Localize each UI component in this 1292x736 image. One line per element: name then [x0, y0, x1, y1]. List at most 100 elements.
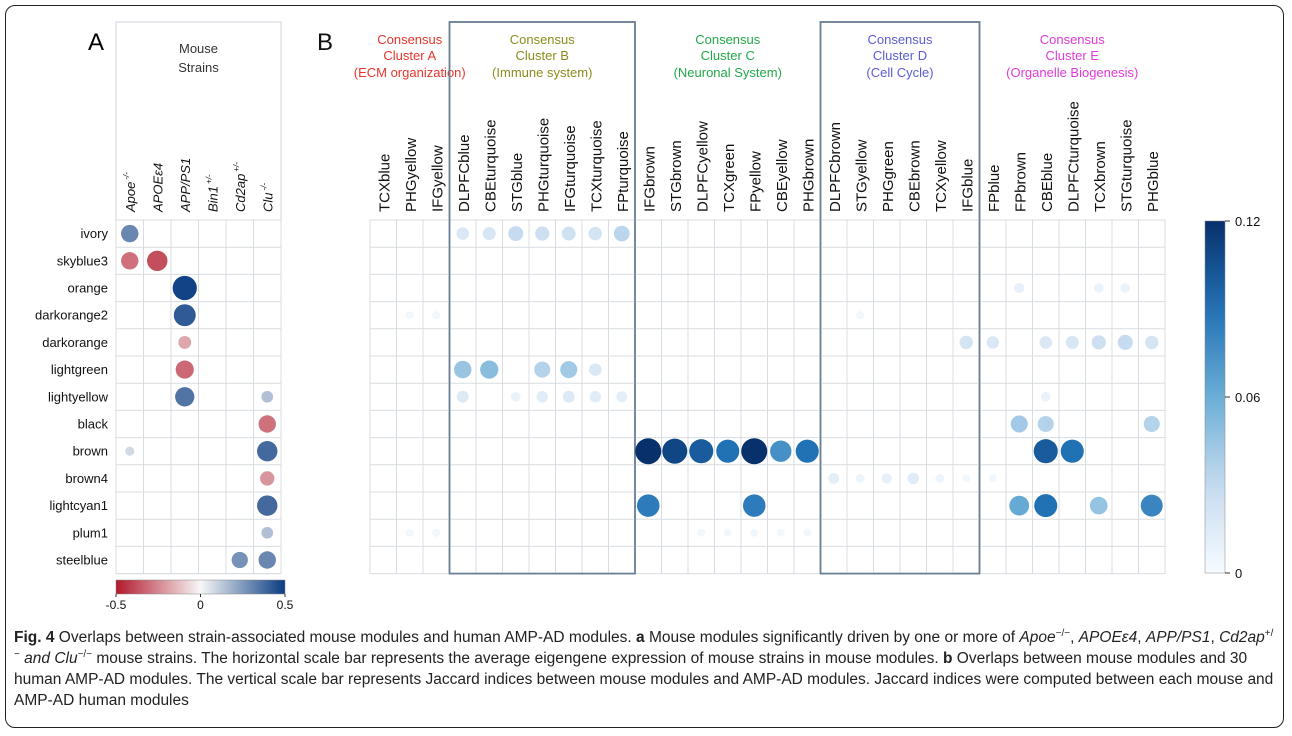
panel-b-dot	[1060, 439, 1084, 463]
panel-b-dot	[1089, 496, 1108, 515]
panel-b-column-label: IFGbrown	[641, 146, 658, 212]
panel-b-column-label: PHGgreen	[880, 141, 897, 212]
panel-b-dot	[1117, 334, 1133, 350]
panel-a-dot	[173, 304, 196, 327]
panel-b-dot	[480, 360, 499, 379]
panel-a-row-label: ivory	[81, 226, 109, 241]
cluster-box-outline	[448, 21, 636, 575]
panel-b-column-label: FPblue	[986, 164, 1003, 212]
panel-b-dot	[635, 438, 662, 465]
panel-b-column-label: TCXgreen	[721, 144, 738, 212]
panel-b-dot	[689, 439, 714, 464]
panel-b-column-label: FPturquoise	[615, 131, 632, 212]
caption-title: Overlaps between strain-associated mouse…	[54, 629, 637, 646]
panel-b-dot	[1143, 415, 1160, 433]
panel-a-row-label: black	[78, 417, 109, 432]
caption-sep: ,	[1210, 629, 1220, 646]
panel-b-dot	[535, 226, 550, 241]
panel-b-dot	[588, 226, 602, 241]
panel-b-dot	[1065, 335, 1079, 349]
panel-b-column-label: DLPFCbrown	[827, 122, 844, 212]
figure-caption: Fig. 4 Overlaps between strain-associate…	[14, 627, 1276, 711]
panel-b-dot	[1140, 494, 1163, 517]
panel-b-column-label: DLPFCblue	[456, 134, 473, 212]
panel-b-dot	[855, 473, 865, 483]
panel-a-row-label: lightyellow	[48, 389, 109, 404]
panel-a-dot	[172, 275, 197, 301]
panel-b-column-label: CBEblue	[1039, 153, 1056, 212]
cluster-title-line2: Cluster A	[383, 48, 436, 63]
panel-a-dot	[125, 446, 135, 456]
caption-gene-cd2ap-sup: +/−	[14, 627, 1274, 660]
caption-a-text1: Mouse modules significantly driven by on…	[644, 629, 1020, 646]
panel-a-dot	[231, 551, 248, 569]
panel-b-dot	[959, 335, 973, 350]
panel-b-dot	[432, 311, 441, 320]
panel-a-dot	[178, 335, 192, 349]
panel-a-row-label: skyblue3	[57, 253, 108, 268]
panel-b-dot	[935, 473, 945, 483]
panel-b-column-label: PHGturquoise	[535, 118, 552, 212]
cluster-box	[448, 21, 636, 575]
panel-a-dot	[121, 252, 139, 270]
cluster-title-line1: Consensus	[377, 32, 443, 47]
panel-b-scale-bar	[1204, 220, 1226, 574]
caption-fig-label: Fig. 4	[14, 629, 55, 646]
caption-b-label: b	[943, 650, 953, 667]
panel-b-dot	[750, 528, 759, 537]
panel-a-header-line1: Mouse	[179, 41, 218, 56]
panel-b-column-label: CBEyellow	[774, 139, 791, 212]
panel-a-dot	[261, 526, 274, 539]
cluster-title-line3: (Neuronal System)	[674, 65, 782, 80]
panel-a-scale-tick-label: -0.5	[106, 598, 127, 612]
panel-b-column-label: TCXbrown	[1092, 141, 1109, 212]
panel-b-label: B	[317, 29, 333, 56]
panel-a-row-label: brown	[73, 444, 108, 459]
panel-b-dot	[1014, 282, 1025, 294]
panel-b-column-label: PHGbrown	[800, 139, 817, 212]
panel-b-dot	[405, 528, 414, 537]
panel-a-column-label: APOEε4	[150, 163, 165, 213]
panel-b-column-label: STGblue	[509, 153, 526, 212]
panel-b-dot	[803, 528, 812, 537]
panel-a-column-label: APP/PS1	[178, 158, 193, 213]
panel-b-column-label: IFGyellow	[429, 145, 446, 212]
cluster-title-line3: (Immune system)	[492, 65, 592, 80]
panel-a-label: A	[88, 29, 104, 56]
panel-a-row-label: darkorange2	[35, 308, 108, 323]
panel-b-column-label: PHGblue	[1145, 151, 1162, 212]
panel-a-row-label: lightgreen	[51, 362, 108, 377]
cluster-title-line2: Cluster B	[516, 48, 569, 63]
panel-a-row-label: steelblue	[56, 553, 108, 568]
panel-b-dot	[510, 391, 521, 402]
panel-b-dot	[986, 336, 1000, 349]
panel-b-dot	[988, 474, 997, 483]
panel-b-dot	[588, 363, 602, 376]
panel-b-dot	[636, 494, 660, 517]
panel-a-scale-bar	[115, 579, 286, 595]
panel-b-dot	[1009, 495, 1030, 516]
panel-b-dot	[1093, 283, 1104, 293]
panel-b-dot	[828, 472, 840, 484]
panel-a-row-label: plum1	[73, 525, 108, 540]
cluster-box-outline	[819, 21, 981, 575]
caption-gene-clu: and Clu	[19, 650, 78, 667]
panel-b-dot	[613, 225, 630, 242]
panel-b-dot	[962, 474, 971, 483]
panel-a-dot	[175, 387, 195, 407]
panel-a-scale-tick-label: 0.5	[277, 598, 294, 612]
cluster-title-line3: (Organelle Biogenesis)	[1006, 65, 1138, 80]
panel-b-dot	[432, 528, 441, 537]
panel-a-dot	[147, 250, 168, 272]
panel-b-dot	[907, 472, 920, 485]
panel-a-dot	[258, 551, 276, 569]
caption-b-text: Overlaps between mouse modules and 30 hu…	[14, 650, 1274, 709]
panel-b-column-label: CBEbrown	[906, 140, 923, 212]
cluster-title-line3: (Cell Cycle)	[866, 65, 933, 80]
panel-b-column-label: STGturquoise	[1118, 119, 1135, 212]
caption-gene-cd2ap: Cd2ap	[1219, 629, 1265, 646]
panel-b-dot	[662, 438, 688, 464]
caption-gene-apoe-sup: −/−	[1055, 627, 1071, 639]
figure-frame	[5, 5, 1284, 728]
